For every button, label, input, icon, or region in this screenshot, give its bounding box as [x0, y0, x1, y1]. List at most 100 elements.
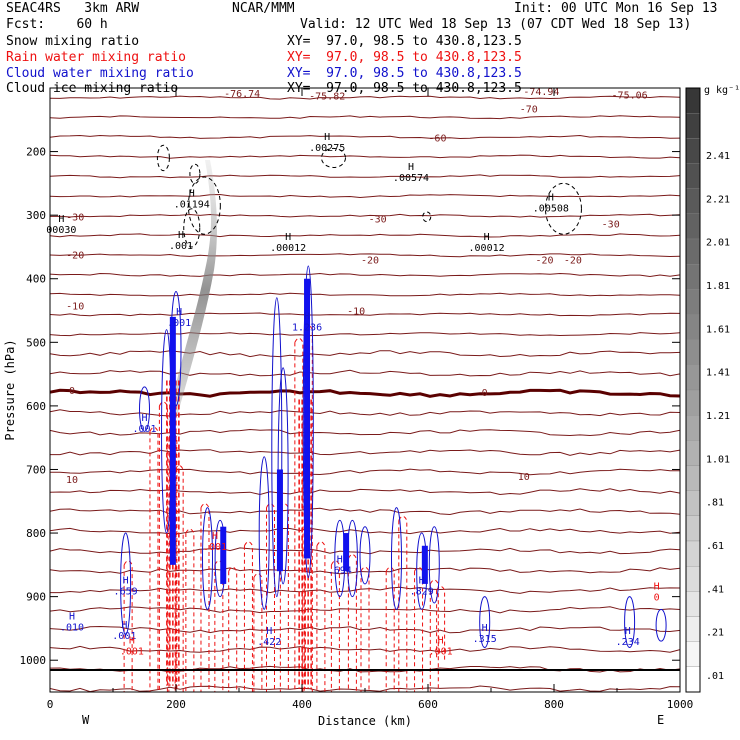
- isotherm-line: [49, 409, 681, 417]
- isotherm-label: -20: [66, 251, 84, 262]
- colorbar-label: 1.41: [706, 368, 730, 379]
- maximum-label: .00275: [309, 143, 345, 154]
- colorbar-frame: [685, 87, 701, 693]
- forecast-hour: Fcst: 60 h: [6, 17, 108, 32]
- isotherm-line: [49, 253, 681, 258]
- field-cloud-name: Cloud water mixing ratio: [6, 66, 194, 81]
- cloud-water-core: [169, 316, 176, 565]
- init-time: Init: 00 UTC Mon 16 Sep 13: [514, 1, 718, 16]
- rain-contour: [385, 566, 395, 692]
- isotherm-line: [49, 547, 681, 555]
- rain-contour: [429, 579, 439, 692]
- colorbar-label: .21: [706, 628, 724, 639]
- maximum-label: .001: [120, 647, 144, 658]
- isotherm-line: [49, 428, 681, 437]
- y-tick-label: 500: [26, 336, 46, 349]
- cloud-ice-contour: [189, 163, 201, 184]
- maximum-label: .694: [328, 565, 352, 576]
- rain-contour: [149, 426, 159, 692]
- x-tick-label: 400: [292, 698, 312, 711]
- colorbar-label: 2.01: [706, 238, 730, 249]
- colorbar-segment: [685, 540, 701, 567]
- cloud-water-contour: [359, 526, 371, 585]
- rain-contour: [228, 566, 238, 692]
- rain-contour: [436, 585, 446, 661]
- isotherm-label: -74.94: [523, 87, 559, 98]
- colorbar-label: .61: [706, 541, 724, 552]
- snow-mixing-shading: [168, 160, 217, 420]
- colorbar-segment: [685, 113, 701, 139]
- maximum-label: .659: [114, 586, 138, 597]
- colorbar-segment: [685, 188, 701, 214]
- cloud-ice-contour: [422, 211, 432, 223]
- x-axis-title: Distance (km): [318, 714, 412, 728]
- isotherm-line: [50, 586, 681, 594]
- rain-contour: [294, 337, 304, 692]
- maximum-label: .001: [203, 542, 227, 553]
- colorbar-label: .81: [706, 498, 724, 509]
- isotherm-line: [49, 233, 681, 238]
- rain-contour: [243, 541, 253, 692]
- cloud-water-core: [304, 278, 311, 559]
- cloud-water-contour: [391, 507, 402, 610]
- cloud-water-core: [343, 533, 350, 572]
- maximum-marker: H: [304, 311, 310, 322]
- maximum-marker: H: [324, 132, 330, 143]
- y-tick-label: 800: [26, 527, 46, 540]
- cloud-water-contour: [271, 297, 283, 598]
- colorbar-segment: [685, 415, 701, 441]
- maximum-label: .01194: [174, 200, 210, 211]
- maximum-marker: H: [484, 232, 490, 243]
- colorbar-segment: [685, 566, 701, 592]
- colorbar-segment: [685, 289, 701, 315]
- maximum-label: .001: [167, 318, 191, 329]
- isotherm-label: -75.06: [612, 90, 648, 101]
- colorbar-segment: [685, 616, 701, 642]
- colorbar-segment: [685, 389, 701, 416]
- maximum-marker: H: [176, 307, 182, 318]
- isotherm-label: -20: [361, 256, 379, 267]
- isotherm-label: -30: [602, 219, 620, 230]
- x-tick-label: 800: [544, 698, 564, 711]
- isotherm-line: [49, 488, 681, 496]
- isotherm-label: 0: [69, 386, 75, 397]
- cloud-ice-contour: [187, 176, 221, 235]
- y-tick-label: 600: [26, 400, 46, 413]
- rain-contour: [414, 566, 424, 692]
- rain-contour: [266, 503, 275, 692]
- isotherm-label: -70: [520, 104, 538, 115]
- colorbar-label: 2.41: [706, 151, 730, 162]
- maximum-label: .315: [473, 634, 497, 645]
- field-snow-xy: XY= 97.0, 98.5 to 430.8,123.5: [287, 34, 522, 49]
- y-tick-label: 400: [26, 273, 46, 286]
- y-tick-label: 300: [26, 209, 46, 222]
- colorbar-segment: [685, 213, 701, 240]
- maximum-marker: H: [438, 636, 444, 647]
- x-tick-label: 1000: [667, 698, 694, 711]
- maximum-label: .001: [429, 647, 453, 658]
- maximum-marker: H: [337, 554, 343, 565]
- isotherm-label: -60: [428, 134, 446, 145]
- isotherm-label: -76.74: [224, 89, 260, 100]
- isotherm-label: 10: [518, 472, 530, 483]
- isotherm-line: [49, 272, 681, 278]
- field-rain-name: Rain water mixing ratio: [6, 50, 187, 65]
- colorbar-segment: [685, 264, 701, 290]
- maximum-label: .234: [616, 637, 640, 648]
- cloud-water-contour: [202, 507, 213, 610]
- rain-contour: [200, 503, 210, 692]
- colorbar-segment: [685, 364, 701, 391]
- rain-contour: [253, 573, 263, 692]
- maximum-label: 00030: [46, 225, 76, 236]
- cloud-water-contour: [624, 596, 636, 648]
- maximum-marker: H: [189, 189, 195, 200]
- maximum-label: .00012: [469, 243, 505, 254]
- cloud-ice-contour: [183, 208, 201, 248]
- colorbar-segment: [685, 465, 701, 491]
- colorbar-segment: [685, 339, 701, 365]
- maximum-marker: H: [178, 230, 184, 241]
- y-tick-label: 200: [26, 146, 46, 159]
- x-tick-label: 0: [47, 698, 54, 711]
- isotherm-line: [49, 154, 681, 159]
